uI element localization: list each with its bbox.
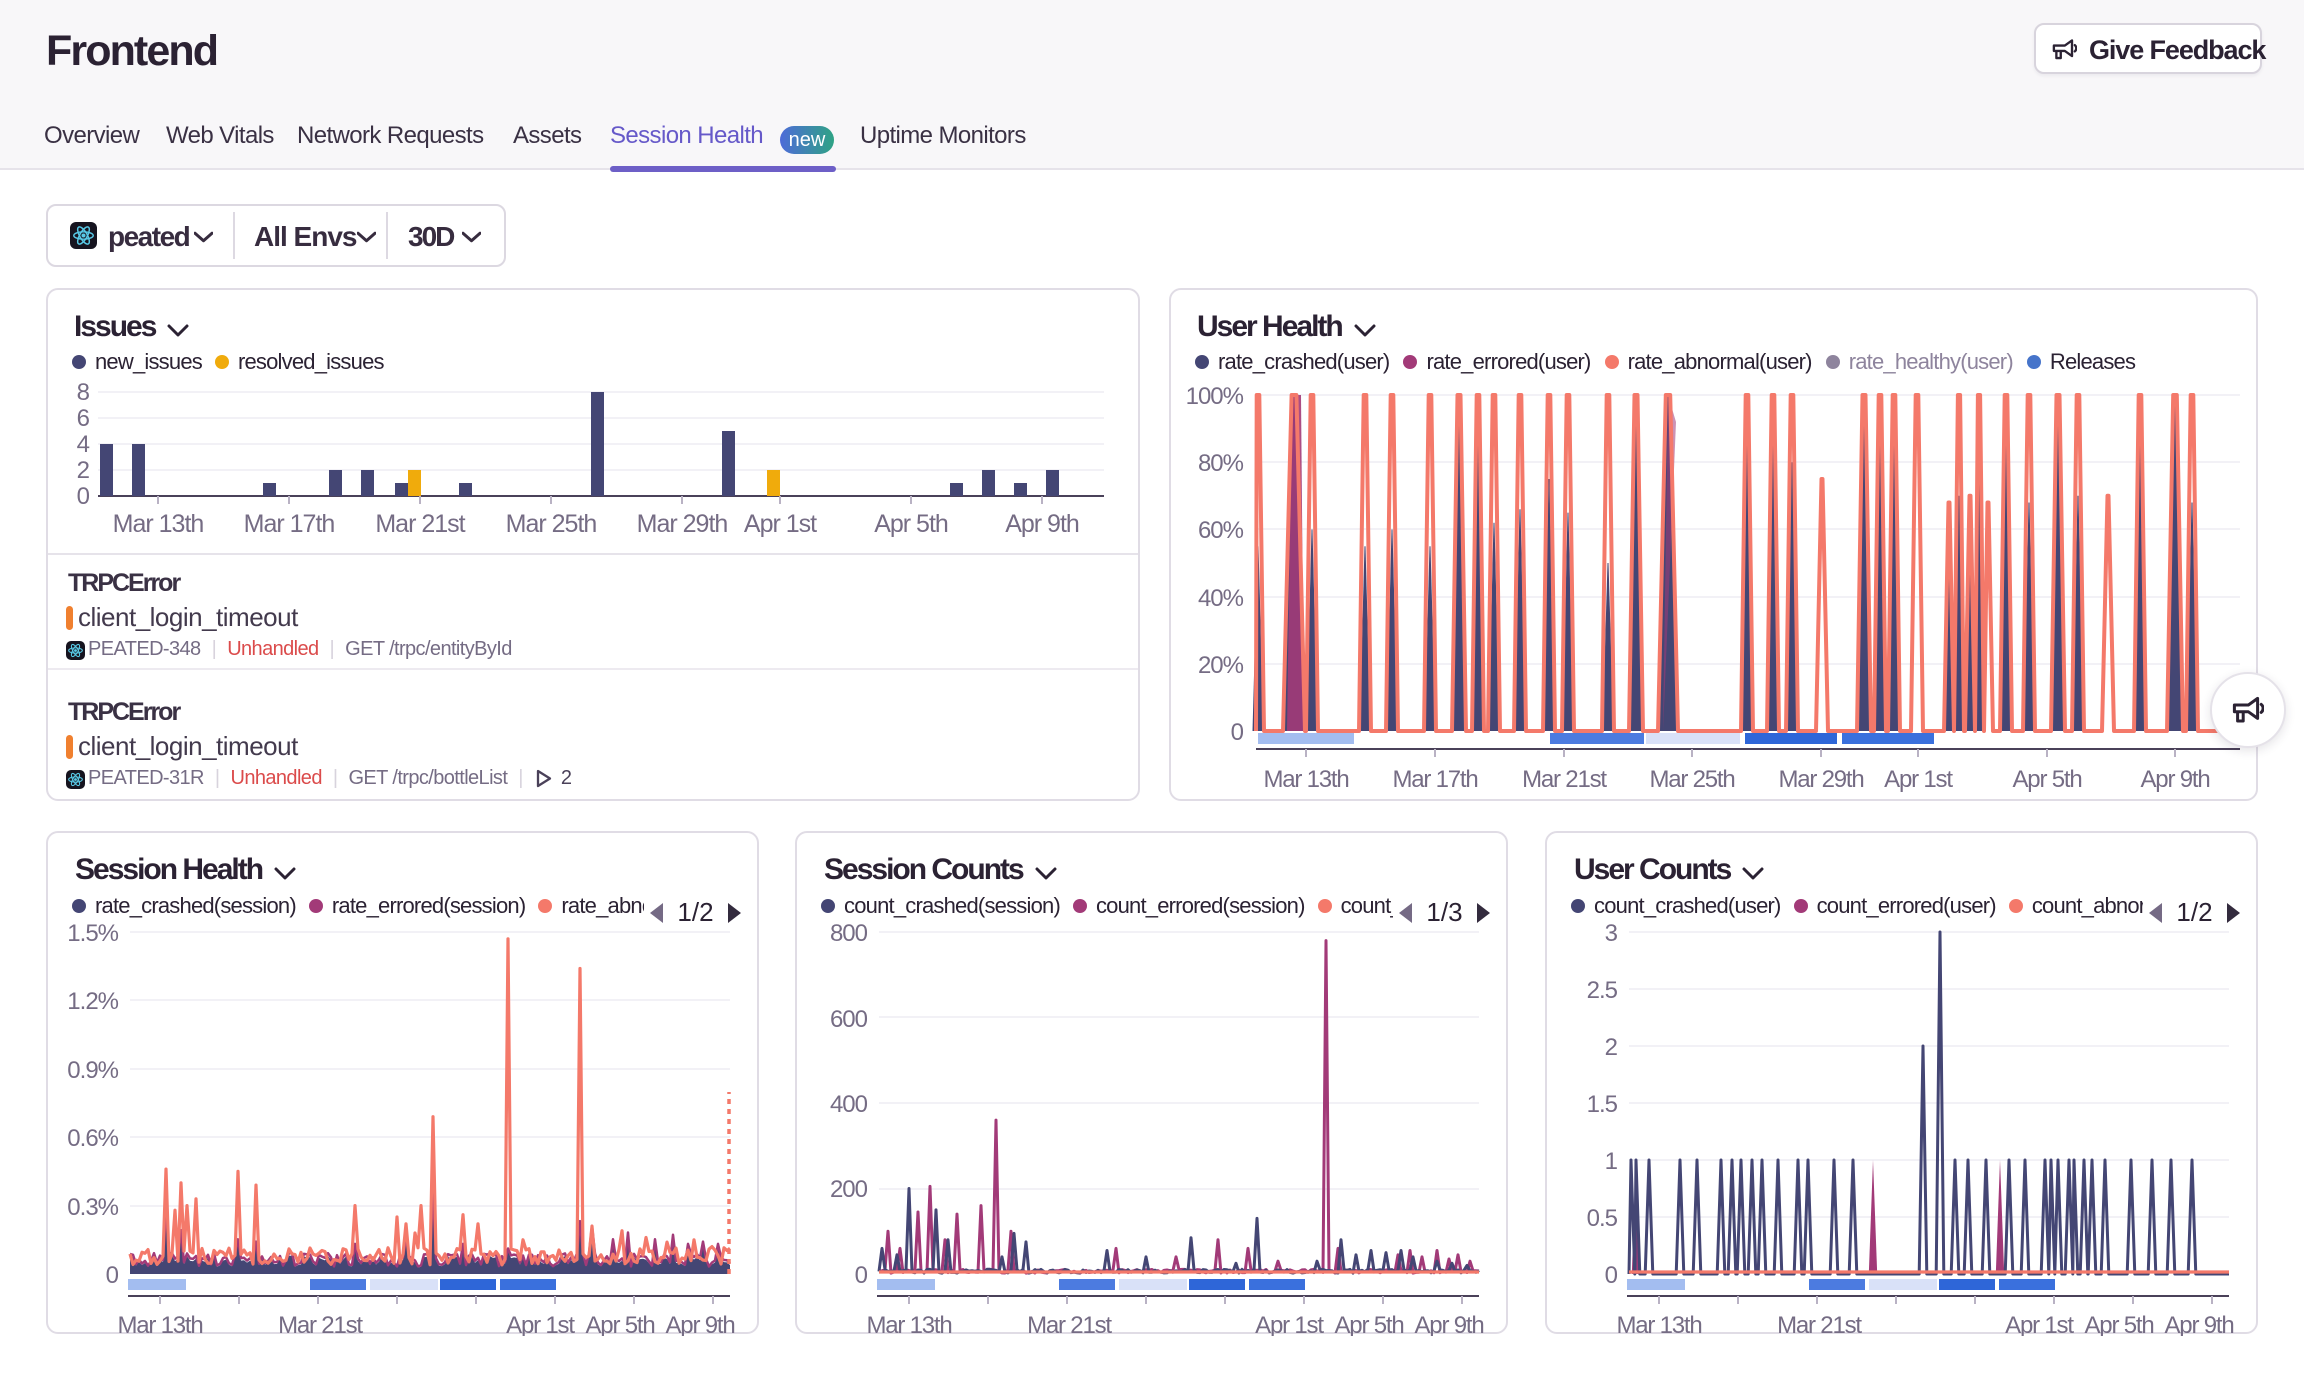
svg-text:0.9%: 0.9% [67, 1057, 118, 1084]
svg-text:0.3%: 0.3% [67, 1194, 118, 1221]
svg-text:Mar 21st: Mar 21st [375, 510, 465, 538]
svg-text:Mar 21st: Mar 21st [1027, 1312, 1112, 1336]
svg-text:Apr 5th: Apr 5th [586, 1312, 655, 1336]
svg-text:0: 0 [1605, 1262, 1618, 1289]
svg-text:2: 2 [77, 457, 90, 484]
svg-text:Apr 1st: Apr 1st [1255, 1312, 1324, 1336]
svg-text:Apr 5th: Apr 5th [874, 510, 948, 538]
svg-text:60%: 60% [1198, 517, 1244, 544]
svg-text:Apr 1st: Apr 1st [2005, 1312, 2074, 1336]
svg-text:Apr 9th: Apr 9th [1005, 510, 1079, 538]
svg-text:Mar 13th: Mar 13th [1263, 766, 1348, 793]
svg-text:1.5%: 1.5% [67, 920, 118, 947]
svg-text:Apr 5th: Apr 5th [2013, 766, 2082, 793]
svg-text:Apr 1st: Apr 1st [1884, 766, 1953, 793]
svg-text:Mar 13th: Mar 13th [113, 510, 204, 538]
svg-text:6: 6 [77, 405, 90, 432]
svg-text:0: 0 [855, 1262, 868, 1289]
svg-text:8: 8 [77, 379, 90, 406]
svg-text:1.5: 1.5 [1587, 1091, 1618, 1118]
svg-text:Mar 13th: Mar 13th [866, 1312, 951, 1336]
svg-text:100%: 100% [1186, 383, 1244, 410]
svg-text:200: 200 [830, 1176, 868, 1203]
svg-text:Apr 9th: Apr 9th [666, 1312, 735, 1336]
svg-text:Mar 21st: Mar 21st [1777, 1312, 1862, 1336]
svg-text:0: 0 [106, 1262, 119, 1289]
svg-text:Mar 29th: Mar 29th [637, 510, 728, 538]
svg-text:20%: 20% [1198, 652, 1244, 679]
svg-text:Apr 9th: Apr 9th [1415, 1312, 1484, 1336]
svg-text:Mar 25th: Mar 25th [1649, 766, 1734, 793]
svg-text:80%: 80% [1198, 450, 1244, 477]
svg-text:2.5: 2.5 [1587, 977, 1618, 1004]
svg-text:0.5: 0.5 [1587, 1205, 1618, 1232]
svg-text:Mar 21st: Mar 21st [278, 1312, 363, 1336]
svg-text:4: 4 [77, 431, 90, 458]
svg-text:400: 400 [830, 1091, 868, 1118]
svg-text:0: 0 [1231, 719, 1244, 746]
svg-text:1.2%: 1.2% [67, 988, 118, 1015]
svg-text:Mar 29th: Mar 29th [1778, 766, 1863, 793]
svg-text:Mar 17th: Mar 17th [1392, 766, 1477, 793]
svg-text:Mar 25th: Mar 25th [506, 510, 597, 538]
svg-text:1: 1 [1605, 1148, 1618, 1175]
svg-text:Mar 21st: Mar 21st [1522, 766, 1607, 793]
svg-text:800: 800 [830, 920, 868, 947]
svg-text:0: 0 [77, 483, 90, 510]
svg-text:600: 600 [830, 1006, 868, 1033]
svg-text:Apr 9th: Apr 9th [2141, 766, 2210, 793]
svg-text:Apr 1st: Apr 1st [744, 510, 817, 538]
svg-text:Apr 5th: Apr 5th [1335, 1312, 1404, 1336]
svg-text:2: 2 [1605, 1034, 1618, 1061]
svg-text:3: 3 [1605, 920, 1618, 947]
svg-text:Mar 13th: Mar 13th [1616, 1312, 1701, 1336]
svg-text:Mar 13th: Mar 13th [117, 1312, 202, 1336]
svg-text:0.6%: 0.6% [67, 1125, 118, 1152]
svg-text:Mar 17th: Mar 17th [244, 510, 335, 538]
svg-text:Apr 1st: Apr 1st [506, 1312, 575, 1336]
svg-text:40%: 40% [1198, 585, 1244, 612]
svg-text:Apr 5th: Apr 5th [2085, 1312, 2154, 1336]
svg-text:Apr 9th: Apr 9th [2165, 1312, 2234, 1336]
